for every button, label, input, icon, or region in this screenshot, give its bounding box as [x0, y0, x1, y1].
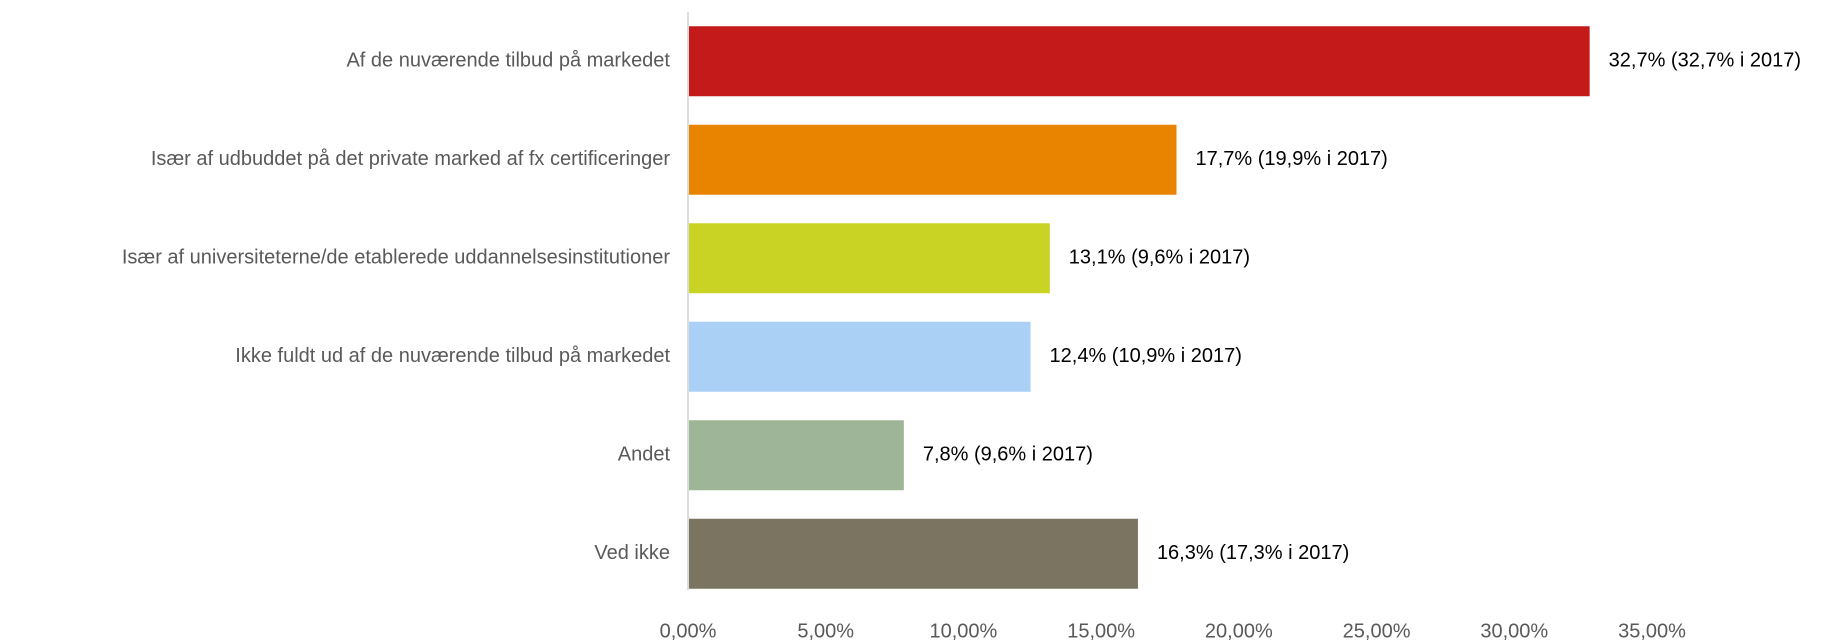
data-label: 13,1% (9,6% i 2017) — [1069, 247, 1250, 269]
bar — [689, 26, 1590, 97]
bar — [689, 518, 1138, 589]
data-label: 7,8% (9,6% i 2017) — [923, 444, 1093, 466]
x-tick-label: 35,00% — [1618, 620, 1686, 642]
data-label: 32,7% (32,7% i 2017) — [1609, 50, 1801, 72]
bar — [689, 321, 1031, 392]
data-label: 16,3% (17,3% i 2017) — [1157, 542, 1349, 564]
y-tick-label: Især af universiteterne/de etablerede ud… — [122, 247, 670, 269]
y-tick-label: Ikke fuldt ud af de nuværende tilbud på … — [235, 345, 670, 367]
x-tick-label: 20,00% — [1205, 620, 1273, 642]
x-tick-label: 5,00% — [797, 620, 854, 642]
x-tick-label: 30,00% — [1480, 620, 1548, 642]
x-tick-label: 10,00% — [930, 620, 998, 642]
y-tick-label: Ved ikke — [594, 542, 670, 564]
x-tick-label: 25,00% — [1343, 620, 1411, 642]
y-tick-label: Andet — [618, 444, 671, 466]
bar — [689, 420, 904, 491]
y-tick-label: Af de nuværende tilbud på markedet — [346, 50, 670, 72]
data-label: 17,7% (19,9% i 2017) — [1196, 148, 1388, 170]
x-tick-label: 15,00% — [1067, 620, 1135, 642]
bar — [689, 223, 1050, 294]
y-tick-label: Især af udbuddet på det private marked a… — [151, 148, 670, 170]
bar — [689, 124, 1177, 195]
data-label: 12,4% (10,9% i 2017) — [1050, 345, 1242, 367]
x-tick-label: 0,00% — [660, 620, 717, 642]
